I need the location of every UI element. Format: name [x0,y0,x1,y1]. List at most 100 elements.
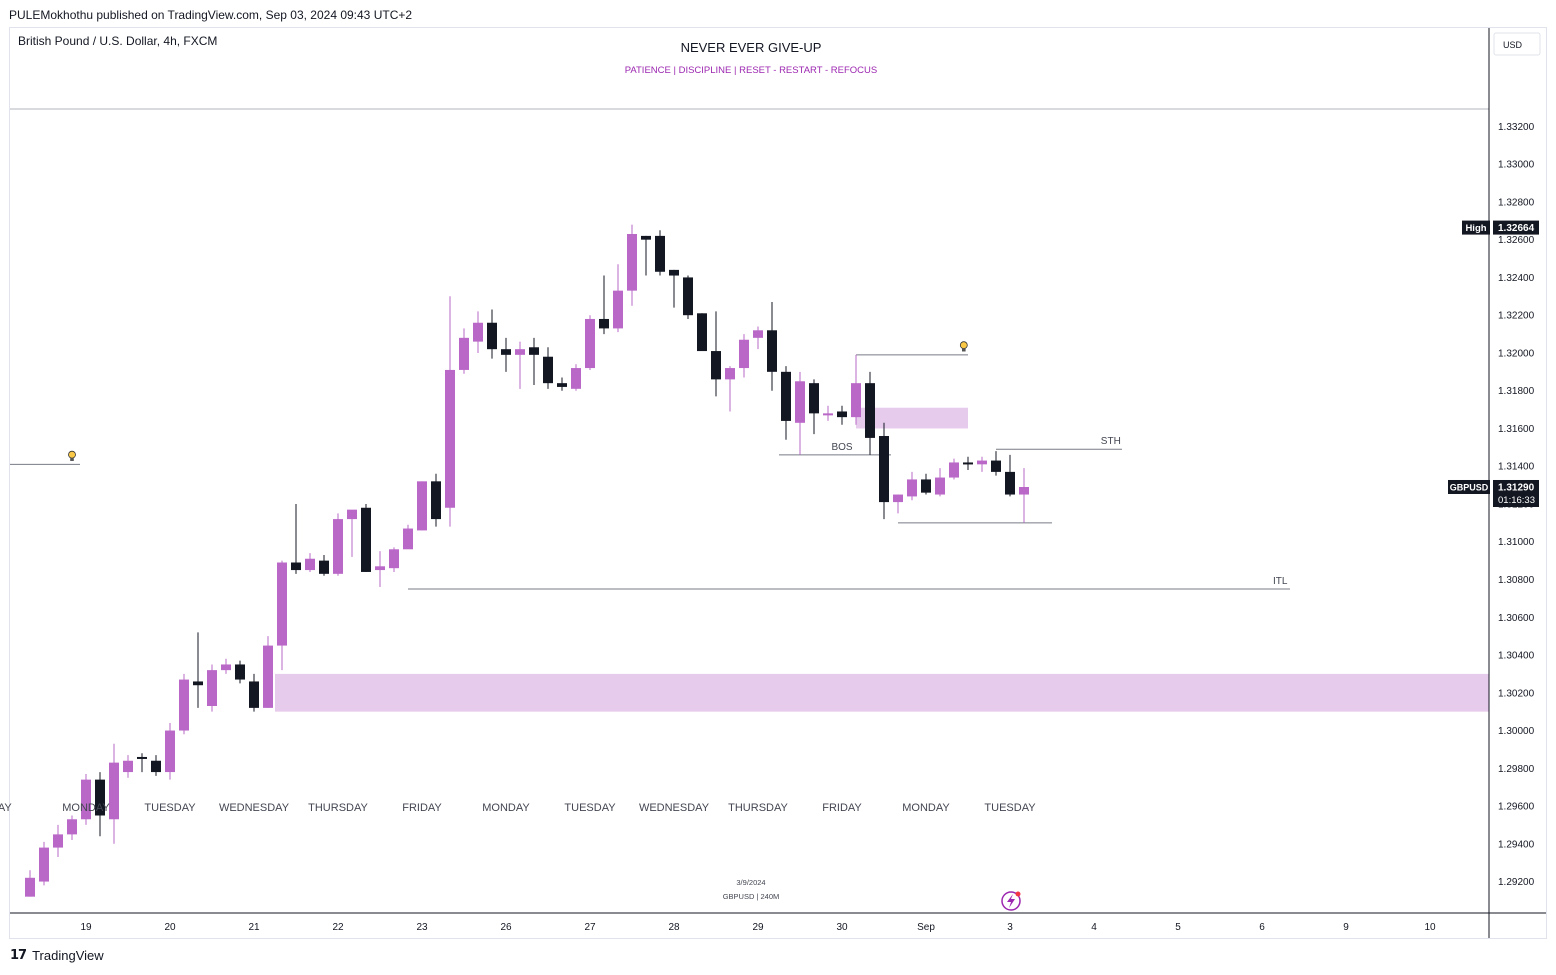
level-label-bos: BOS [831,442,852,453]
candle [823,405,833,421]
candle-body [767,330,777,372]
candle-body [165,730,175,773]
candle-body [25,877,35,897]
candle [669,269,679,308]
candle [739,334,749,378]
lightning-icon-dot [1015,891,1021,897]
price-tick-label: 1.32200 [1498,311,1535,322]
candle-body [193,681,203,686]
candle [25,870,35,897]
day-label: MONDAY [482,802,530,814]
footer[interactable]: 17 TradingView [10,948,104,963]
candle [865,371,875,455]
time-tick-label: 30 [836,922,848,933]
candle [837,405,847,425]
candle [221,658,231,674]
candle [543,347,553,389]
candle [725,366,735,412]
candle-body [963,462,973,465]
lightning-icon[interactable] [1001,891,1021,911]
candle-body [1005,471,1015,495]
candle [627,224,637,306]
day-label: AY [0,802,12,814]
price-tick-label: 1.31800 [1498,386,1535,397]
price-axis: 1.33200 1.33000 1.32800 1.32600 1.32400 1.322… [1448,28,1541,938]
candle [249,673,259,712]
candle-body [473,322,483,342]
last-price-value: 1.31290 [1498,482,1535,493]
time-tick-label: 27 [584,922,596,933]
day-label: WEDNESDAY [639,802,710,814]
candle-body [753,330,763,338]
candle-body [529,347,539,355]
candle [361,503,371,572]
candle [697,313,707,352]
time-tick-label: Sep [917,922,935,933]
candles-layer [25,224,1029,897]
candle-body [725,368,735,380]
candle [711,311,721,397]
candle-body [921,479,931,493]
currency-selector[interactable]: USD [1493,32,1541,56]
day-label: TUESDAY [564,802,616,814]
day-label: TUESDAY [144,802,196,814]
candle [907,471,917,501]
candle [613,264,623,333]
price-tick-label: 1.31000 [1498,537,1535,548]
alert-bulb-base [70,458,74,461]
footer-brand: TradingView [32,948,104,963]
price-tick-label: 1.30200 [1498,688,1535,699]
alert-bulb-base [962,348,966,352]
chart-frame [9,27,1547,939]
candle-body [67,819,77,835]
candle-body [823,413,833,416]
text-layer: ITL BOS STH AY MONDAY TUESDAY WEDNESDAY THURSDA… [0,34,1288,911]
watermark-symbol: GBPUSD | 240M [723,892,780,901]
candle-body [95,779,105,816]
candle-body [445,369,455,508]
time-axis: 19 20 21 22 23 26 27 28 29 30 Sep 3 4 5 6 9 10 [10,912,1546,933]
candle-body [711,351,721,380]
candle [431,473,441,527]
candle [473,311,483,353]
time-tick-label: 26 [500,922,512,933]
price-tick-label: 1.32600 [1498,235,1535,246]
candle [963,456,973,470]
price-tick-label: 1.32000 [1498,348,1535,359]
candle-body [333,519,343,574]
candle [459,328,469,374]
candle [193,632,203,708]
candle-body [669,269,679,276]
price-tick-label: 1.31400 [1498,462,1535,473]
symbol-tag-bg [1448,479,1490,494]
alert-bulb-glass [68,450,76,459]
price-tick-label: 1.29400 [1498,839,1535,850]
candle [879,422,889,520]
candle-body [137,756,147,759]
candle [529,337,539,386]
candle [557,377,567,391]
candle-body [949,462,959,478]
candle-body [39,847,49,882]
candle-body [837,411,847,418]
candle [599,275,609,335]
time-tick-label: 9 [1343,922,1349,933]
watermark-date: 3/9/2024 [736,878,765,887]
supply-demand-zone-0 [275,673,1489,712]
high-price-value: 1.32664 [1498,223,1535,234]
candle [81,773,91,825]
publisher-line: PULEMokhothu published on TradingView.co… [9,8,413,22]
candle [137,753,147,773]
day-label: WEDNESDAY [219,802,290,814]
candle [683,275,693,319]
candle [445,296,455,527]
time-tick-label: 10 [1424,922,1436,933]
candle [67,815,77,841]
candle [109,743,119,844]
candle [291,503,301,574]
day-label: MONDAY [902,802,950,814]
candle-body [459,337,469,370]
countdown-value: 01:16:33 [1498,495,1535,506]
high-price-bg [1493,220,1539,235]
